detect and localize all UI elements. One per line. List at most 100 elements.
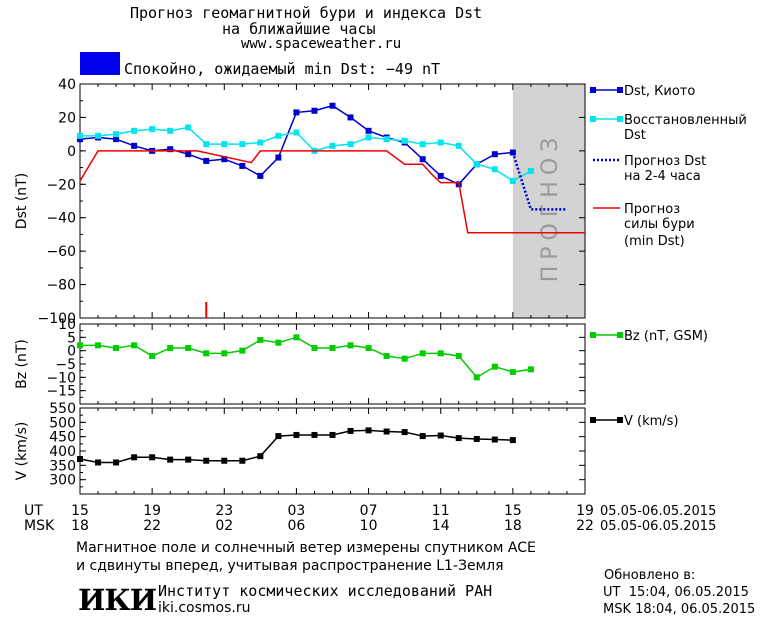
v-data-point bbox=[473, 435, 480, 442]
legend-forecast-label2: на 2-4 часа bbox=[624, 169, 701, 184]
v-y-tick-label: 400 bbox=[49, 444, 76, 460]
legend-bz-swatch-marker bbox=[617, 332, 623, 338]
bz-y-tick-label: −10 bbox=[46, 370, 76, 386]
legend-bz-swatch-marker bbox=[590, 332, 596, 338]
dst-data-point bbox=[329, 142, 336, 149]
bz-plot-frame bbox=[79, 323, 586, 405]
dst-data-point bbox=[401, 137, 408, 144]
dst-data-point bbox=[239, 141, 246, 148]
v-data-point bbox=[95, 459, 102, 466]
bz-data-point bbox=[293, 334, 300, 341]
bz-data-point bbox=[455, 353, 462, 359]
legend-restored-swatch-marker bbox=[617, 116, 623, 122]
bz-data-point bbox=[239, 347, 246, 354]
chart-title-line1: Прогноз геомагнитной бури и индекса Dst bbox=[130, 4, 483, 22]
msk-tick-label: 18 bbox=[71, 518, 89, 534]
dst-data-point bbox=[77, 132, 83, 139]
bz-data-point bbox=[365, 345, 372, 351]
legend-dst-kyoto-swatch-marker bbox=[617, 87, 623, 93]
v-data-point bbox=[257, 453, 264, 460]
v-data-point bbox=[383, 428, 390, 435]
legend-restored-swatch-marker bbox=[590, 116, 596, 122]
dst-data-point bbox=[185, 151, 192, 158]
v-data-point bbox=[311, 431, 318, 438]
bz-data-point bbox=[473, 374, 480, 381]
v-data-point bbox=[491, 436, 498, 443]
bz-data-point bbox=[509, 369, 516, 375]
legend-storm-label3: (min Dst) bbox=[624, 234, 685, 249]
dst-plot-frame bbox=[79, 83, 586, 319]
ut-tick-label: 15 bbox=[71, 503, 89, 519]
institute-url: iki.cosmos.ru bbox=[158, 600, 251, 616]
dst-series-line bbox=[79, 150, 585, 234]
dst-data-point bbox=[491, 151, 498, 158]
v-data-point bbox=[419, 433, 426, 440]
v-data-point bbox=[347, 427, 354, 434]
bz-data-point bbox=[437, 350, 444, 357]
v-y-tick-label: 350 bbox=[49, 458, 76, 474]
dst-y-tick-label: −40 bbox=[46, 211, 76, 227]
bz-data-point bbox=[527, 366, 534, 373]
bz-series-line bbox=[80, 336, 532, 379]
msk-tick-label: 06 bbox=[288, 518, 306, 534]
dst-data-point bbox=[419, 141, 426, 148]
bz-y-tick-label: −15 bbox=[46, 384, 76, 400]
v-data-point bbox=[329, 431, 336, 438]
updated-ut: UT 15:04, 06.05.2015 bbox=[603, 585, 749, 600]
footnote-line1: Магнитное поле и солнечный ветер измерен… bbox=[76, 540, 536, 556]
bz-data-point bbox=[401, 355, 408, 362]
dst-data-point bbox=[113, 131, 120, 138]
dst-data-point bbox=[203, 141, 210, 148]
dst-data-point bbox=[275, 154, 282, 161]
v-data-point bbox=[149, 454, 156, 461]
ut-tick-label: 11 bbox=[432, 503, 450, 519]
chart-title-line2: на ближайшие часы bbox=[222, 20, 376, 38]
iki-logo-text: ИКИ bbox=[78, 583, 157, 617]
dst-data-point bbox=[185, 124, 192, 131]
legend-dst-kyoto-label: Dst, Киото bbox=[624, 84, 695, 99]
dst-series-line bbox=[80, 126, 532, 182]
ut-date-range: 05.05-06.05.2015 bbox=[600, 504, 716, 519]
dst-data-point bbox=[95, 132, 102, 139]
msk-tick-label: 14 bbox=[432, 518, 450, 534]
legend-restored-label2: Dst bbox=[624, 128, 646, 143]
legend-v-swatch-marker bbox=[590, 417, 596, 423]
dst-data-point bbox=[275, 132, 282, 139]
updated-msk: MSK 18:04, 06.05.2015 bbox=[603, 602, 756, 617]
v-data-point bbox=[185, 456, 192, 463]
dst-y-tick-label: −80 bbox=[46, 278, 76, 294]
bz-data-point bbox=[113, 345, 120, 351]
msk-axis-label: MSK bbox=[24, 518, 55, 534]
v-y-tick-label: 300 bbox=[49, 473, 76, 489]
bz-data-point bbox=[131, 342, 138, 349]
v-data-point bbox=[275, 433, 282, 440]
dst-data-point bbox=[473, 161, 480, 168]
ut-tick-label: 03 bbox=[288, 503, 306, 519]
v-data-point bbox=[437, 432, 444, 439]
dst-data-point bbox=[257, 139, 264, 146]
bz-y-tick-label: 10 bbox=[58, 317, 76, 333]
bz-data-point bbox=[257, 337, 264, 343]
v-y-tick-label: 450 bbox=[49, 430, 76, 446]
msk-tick-label: 02 bbox=[215, 518, 233, 534]
v-data-point bbox=[509, 437, 516, 444]
v-data-point bbox=[167, 456, 174, 463]
ut-tick-label: 15 bbox=[504, 503, 522, 519]
dst-y-axis-label: Dst (nT) bbox=[14, 173, 30, 229]
dst-data-point bbox=[347, 141, 354, 148]
dst-y-tick-label: −20 bbox=[46, 177, 76, 193]
legend-dst-kyoto-swatch-marker bbox=[590, 87, 596, 93]
dst-data-point bbox=[167, 146, 174, 153]
legend-v-swatch-marker bbox=[617, 417, 623, 423]
dst-y-tick-label: 20 bbox=[58, 110, 76, 126]
v-plot-frame bbox=[79, 407, 586, 495]
v-data-point bbox=[455, 435, 462, 442]
dst-data-point bbox=[419, 156, 426, 163]
bz-y-tick-label: 0 bbox=[67, 344, 76, 360]
v-y-axis-label: V (km/s) bbox=[14, 422, 30, 481]
bz-y-axis-label: Bz (nT) bbox=[14, 339, 30, 389]
bz-data-point bbox=[221, 350, 228, 357]
dst-data-point bbox=[221, 156, 228, 163]
v-data-point bbox=[203, 457, 210, 464]
